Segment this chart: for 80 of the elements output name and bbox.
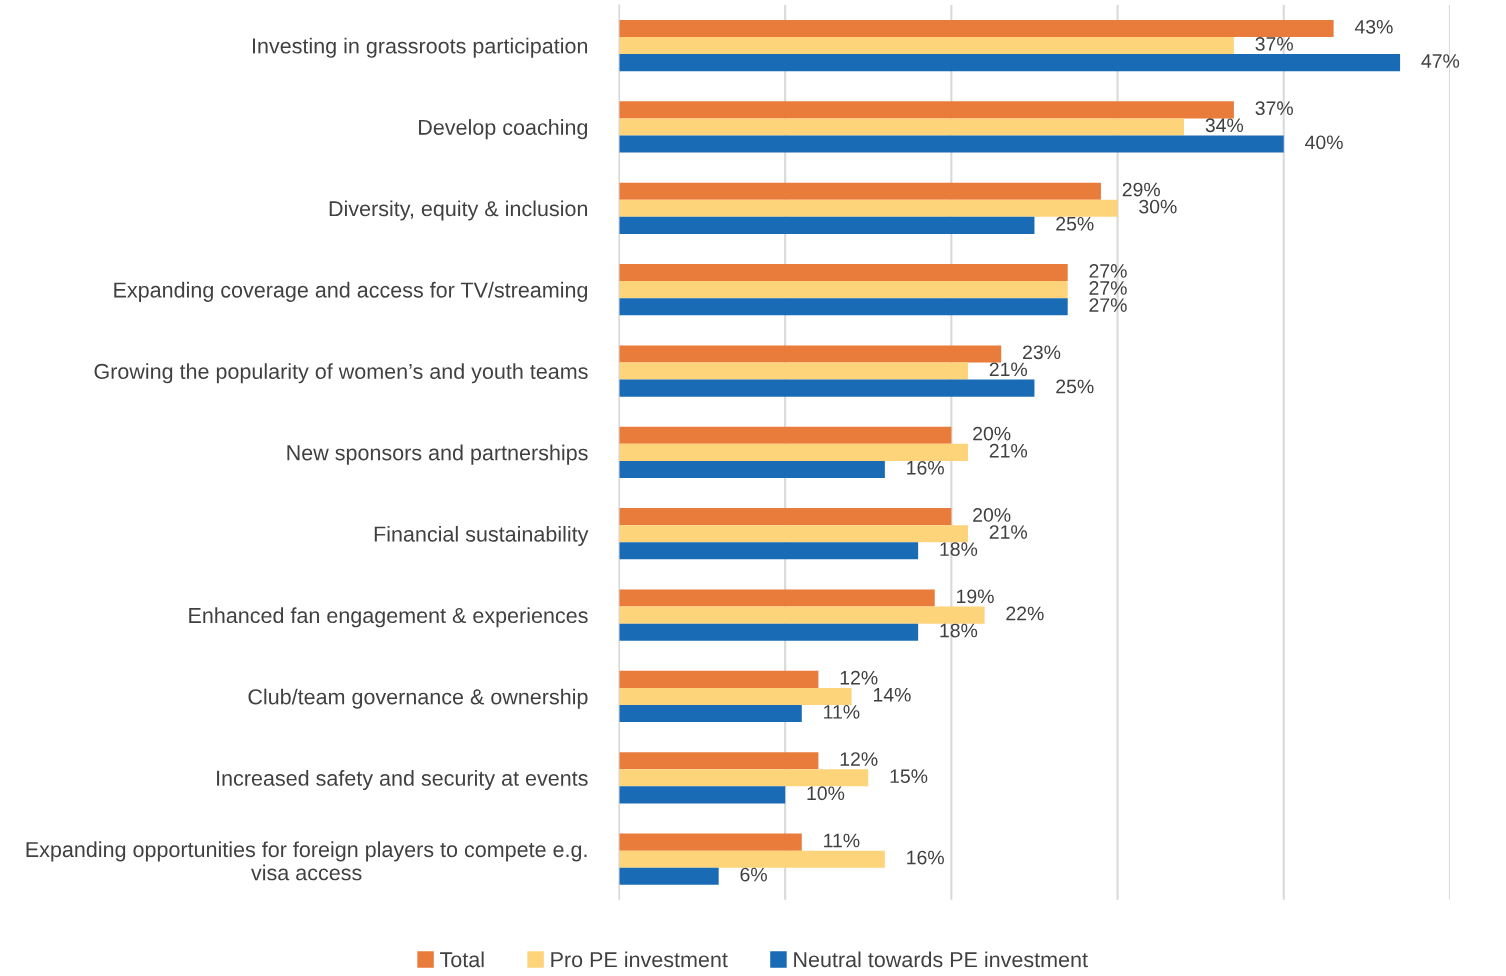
bar <box>618 426 952 444</box>
bar <box>618 623 919 641</box>
data-label: 43% <box>1354 19 1393 34</box>
bar <box>618 101 1234 119</box>
data-label: 34% <box>1205 118 1244 133</box>
data-label: 21% <box>989 443 1028 458</box>
data-label: 29% <box>1122 182 1160 197</box>
y-tick-label: Diversity, equity & inclusion <box>329 200 588 221</box>
bar <box>618 769 869 787</box>
y-tick-label: New sponsors and partnerships <box>287 444 588 465</box>
data-label: 10% <box>807 786 845 801</box>
data-label: 6% <box>740 867 767 882</box>
data-label: 40% <box>1305 135 1343 150</box>
data-label: 12% <box>840 670 878 685</box>
bar <box>618 362 968 380</box>
legend-label: Pro PE investment <box>551 951 728 968</box>
data-label: 14% <box>873 688 911 702</box>
bar <box>618 135 1284 153</box>
bar <box>618 379 1035 397</box>
data-label: 16% <box>907 850 944 865</box>
bar <box>618 786 786 804</box>
data-label: 37% <box>1255 101 1293 116</box>
data-label: 27% <box>1089 298 1127 312</box>
bar <box>618 705 802 723</box>
bar <box>618 37 1234 55</box>
data-label: 27% <box>1089 264 1127 278</box>
data-label: 23% <box>1023 345 1061 360</box>
y-tick-label: Growing the popularity of women’s and youth teams <box>94 363 588 384</box>
y-tick-label: Expanding opportunities for foreign players to compete e.g. visa access <box>26 841 587 881</box>
bar <box>618 118 1185 136</box>
y-tick-label: Develop coaching <box>419 119 588 140</box>
data-label: 25% <box>1056 379 1094 394</box>
bar <box>618 508 952 526</box>
y-tick-label: Investing in grassroots participation <box>252 37 588 58</box>
data-label: 11% <box>824 705 860 719</box>
bar <box>618 443 968 461</box>
y-tick-label: Financial sustainability <box>374 525 589 547</box>
bar <box>618 850 885 868</box>
bar <box>618 525 968 543</box>
data-label: 37% <box>1255 37 1293 51</box>
data-label: 27% <box>1089 281 1127 295</box>
legend-label: Neutral towards PE investment <box>794 951 1088 968</box>
data-label: 19% <box>957 589 994 604</box>
data-label: 16% <box>907 460 944 475</box>
bar <box>618 833 802 851</box>
bar <box>618 589 935 607</box>
data-label: 11% <box>824 833 860 848</box>
bar <box>618 298 1068 316</box>
bar <box>618 542 919 560</box>
y-tick-label: Enhanced fan engagement & experiences <box>189 607 588 628</box>
data-label: 47% <box>1421 54 1460 68</box>
y-tick-label: Increased safety and security at events <box>217 770 588 791</box>
bar <box>618 264 1068 282</box>
bar <box>618 670 819 688</box>
data-label: 30% <box>1139 199 1177 214</box>
bar <box>618 345 1002 363</box>
bar <box>618 687 852 706</box>
data-label: 21% <box>989 525 1028 539</box>
data-label: 15% <box>890 769 928 784</box>
bar <box>618 867 719 885</box>
data-label: 22% <box>1006 606 1044 621</box>
data-label: 18% <box>940 623 978 638</box>
legend-label: Total <box>440 951 484 968</box>
data-label: 25% <box>1056 216 1094 231</box>
y-tick-label: Club/team governance & ownership <box>248 688 588 709</box>
bar <box>618 54 1401 72</box>
bar <box>618 606 985 624</box>
bar <box>618 216 1035 234</box>
bar <box>618 281 1068 299</box>
data-label: 20% <box>973 426 1011 441</box>
bar <box>618 182 1101 200</box>
data-label: 12% <box>840 752 878 766</box>
bar <box>618 460 885 479</box>
data-label: 20% <box>973 508 1011 522</box>
bar <box>618 19 1334 38</box>
bar <box>618 752 819 770</box>
data-label: 18% <box>940 542 978 557</box>
data-label: 21% <box>989 362 1028 377</box>
bar <box>618 199 1118 217</box>
y-tick-label: Expanding coverage and access for TV/streaming <box>114 281 588 302</box>
